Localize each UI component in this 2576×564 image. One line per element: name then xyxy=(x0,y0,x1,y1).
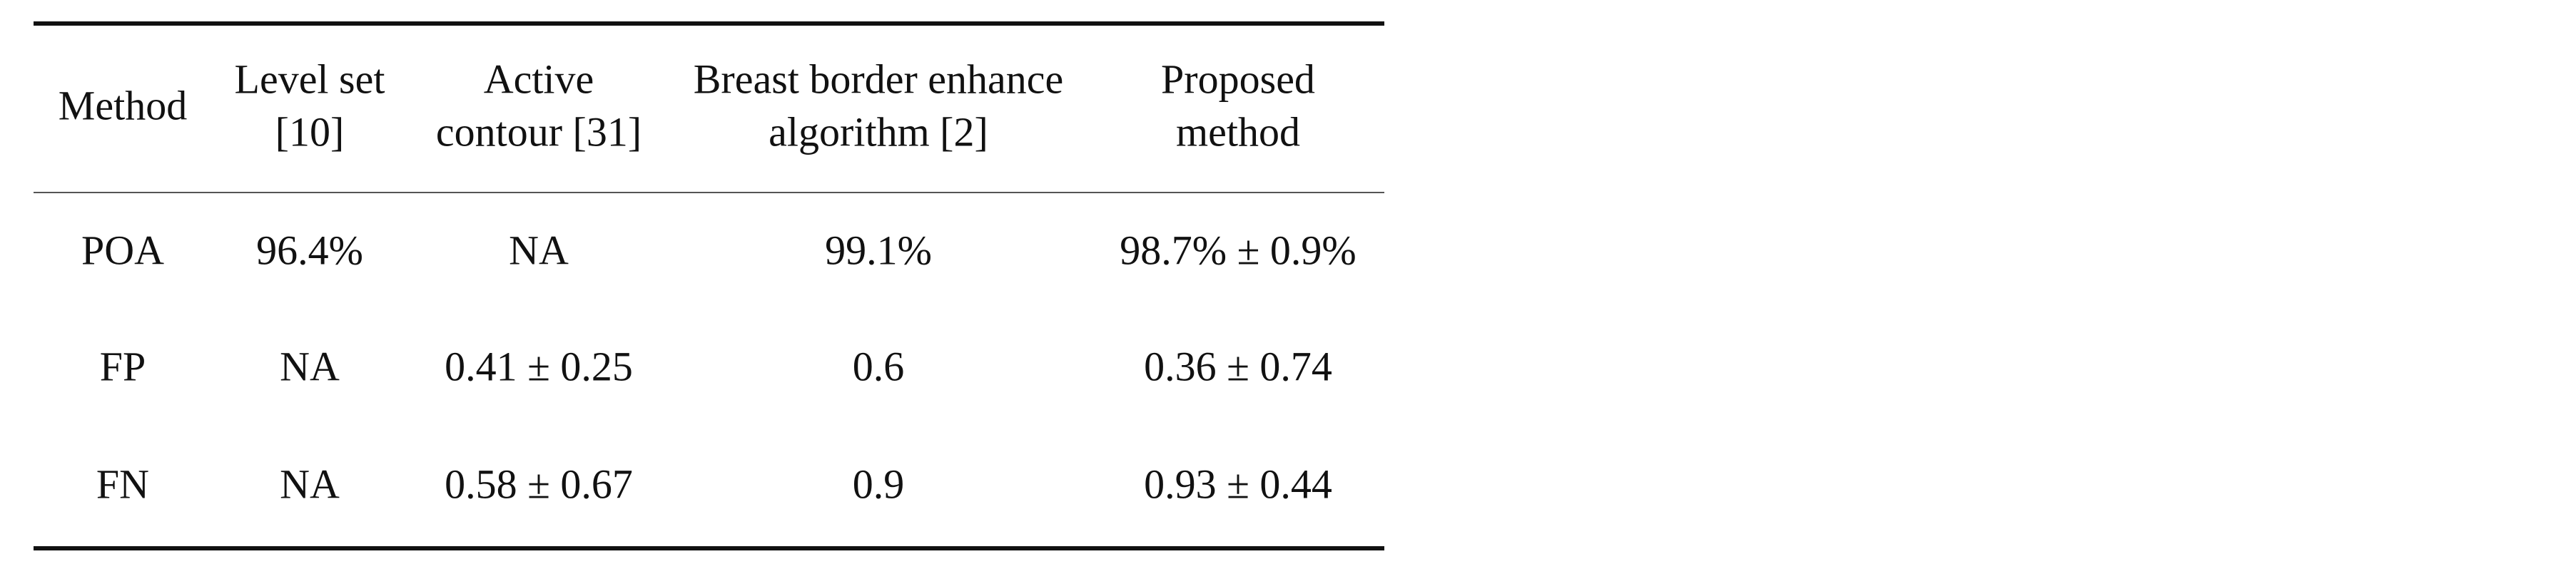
cell: 0.9 xyxy=(853,461,905,507)
header-cell: Level set xyxy=(235,56,385,102)
header-cell: [10] xyxy=(275,108,345,155)
cell: 99.1% xyxy=(825,227,932,273)
header-cell: Active xyxy=(484,56,594,102)
row-label: FN xyxy=(96,461,149,507)
header-cell: Proposed xyxy=(1161,56,1315,102)
row-label: POA xyxy=(81,227,164,273)
cell: 0.36 ± 0.74 xyxy=(1144,343,1332,389)
header-cell: contour [31] xyxy=(436,108,642,155)
cell: 0.6 xyxy=(853,343,905,389)
cell: 0.93 ± 0.44 xyxy=(1144,461,1332,507)
header-cell: Breast border enhance xyxy=(694,56,1064,102)
row-label: FP xyxy=(100,343,146,389)
header-cell: algorithm [2] xyxy=(769,108,988,155)
cell: 98.7% ± 0.9% xyxy=(1120,227,1356,273)
cell: NA xyxy=(280,343,340,389)
cell: NA xyxy=(509,227,569,273)
cell: NA xyxy=(280,461,340,507)
cell: 96.4% xyxy=(256,227,363,273)
cell: 0.41 ± 0.25 xyxy=(445,343,633,389)
cell: 0.58 ± 0.67 xyxy=(445,461,633,507)
header-cell: Method xyxy=(59,82,187,128)
header-cell: method xyxy=(1176,108,1300,155)
